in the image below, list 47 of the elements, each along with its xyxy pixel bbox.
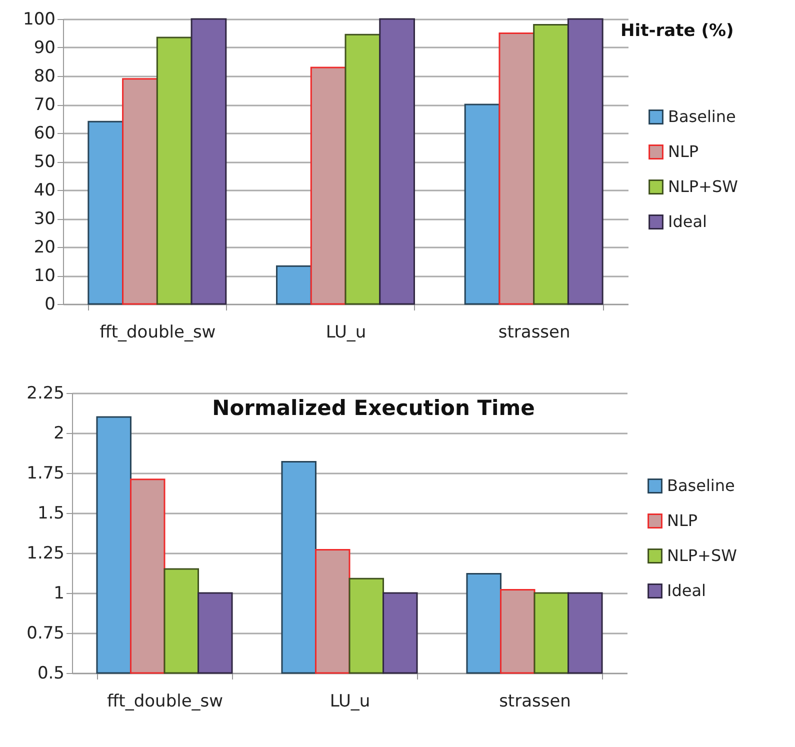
y-tick-label: 30: [34, 209, 56, 229]
legend-label: Ideal: [667, 581, 706, 600]
y-tick-label: 10: [34, 266, 56, 286]
x-tick-label: strassen: [499, 692, 571, 712]
y-tick-label: 60: [34, 124, 56, 144]
bar: [567, 18, 604, 305]
y-tick-label: 2: [54, 424, 64, 444]
x-tick-label: fft_double_sw: [106, 692, 224, 712]
y-tick-label: 1.75: [26, 464, 64, 484]
x-tick-label: fft_double_sw: [100, 322, 216, 342]
legend-label: Baseline: [668, 107, 736, 126]
chart-title: Normalized Execution Time: [212, 396, 535, 420]
y-tick-label: 1.25: [26, 544, 64, 564]
y-tick-label: 2.25: [26, 384, 64, 404]
bar: [379, 18, 415, 305]
bar: [190, 18, 227, 305]
bar: [533, 24, 569, 305]
bar: [344, 34, 381, 305]
y-tick-label: 0.75: [26, 624, 64, 644]
y-tick-label: 80: [34, 66, 56, 86]
bar: [122, 78, 158, 305]
legend-label: NLP: [667, 511, 698, 530]
y-tick-label: 1.5: [37, 504, 64, 524]
x-tick-label: LU_u: [330, 692, 370, 712]
bar: [276, 265, 312, 305]
legend-label: Baseline: [667, 476, 735, 495]
y-tick-label: 0: [44, 294, 56, 314]
y-tick-label: 20: [34, 238, 56, 258]
y-tick-label: 40: [34, 180, 56, 200]
x-tick-label: LU_u: [326, 322, 366, 342]
legend-label: NLP+SW: [667, 546, 738, 565]
y-tick-label: 90: [34, 38, 56, 58]
y-tick-label: 50: [34, 152, 56, 172]
y-tick-label: 0.5: [37, 664, 64, 684]
y-tick-label: 70: [34, 95, 56, 115]
bar: [88, 120, 124, 305]
bar: [464, 104, 500, 305]
y-tick-label: 100: [23, 10, 56, 30]
y-tick-label: 1: [54, 584, 64, 604]
bar: [156, 36, 192, 305]
bar: [498, 32, 535, 305]
legend-label: Ideal: [668, 212, 707, 231]
x-tick-label: strassen: [498, 322, 570, 342]
bar: [310, 66, 346, 305]
legend-label: NLP+SW: [668, 177, 738, 196]
text: Hit-rate (%): [620, 21, 734, 41]
legend-label: NLP: [668, 142, 699, 161]
